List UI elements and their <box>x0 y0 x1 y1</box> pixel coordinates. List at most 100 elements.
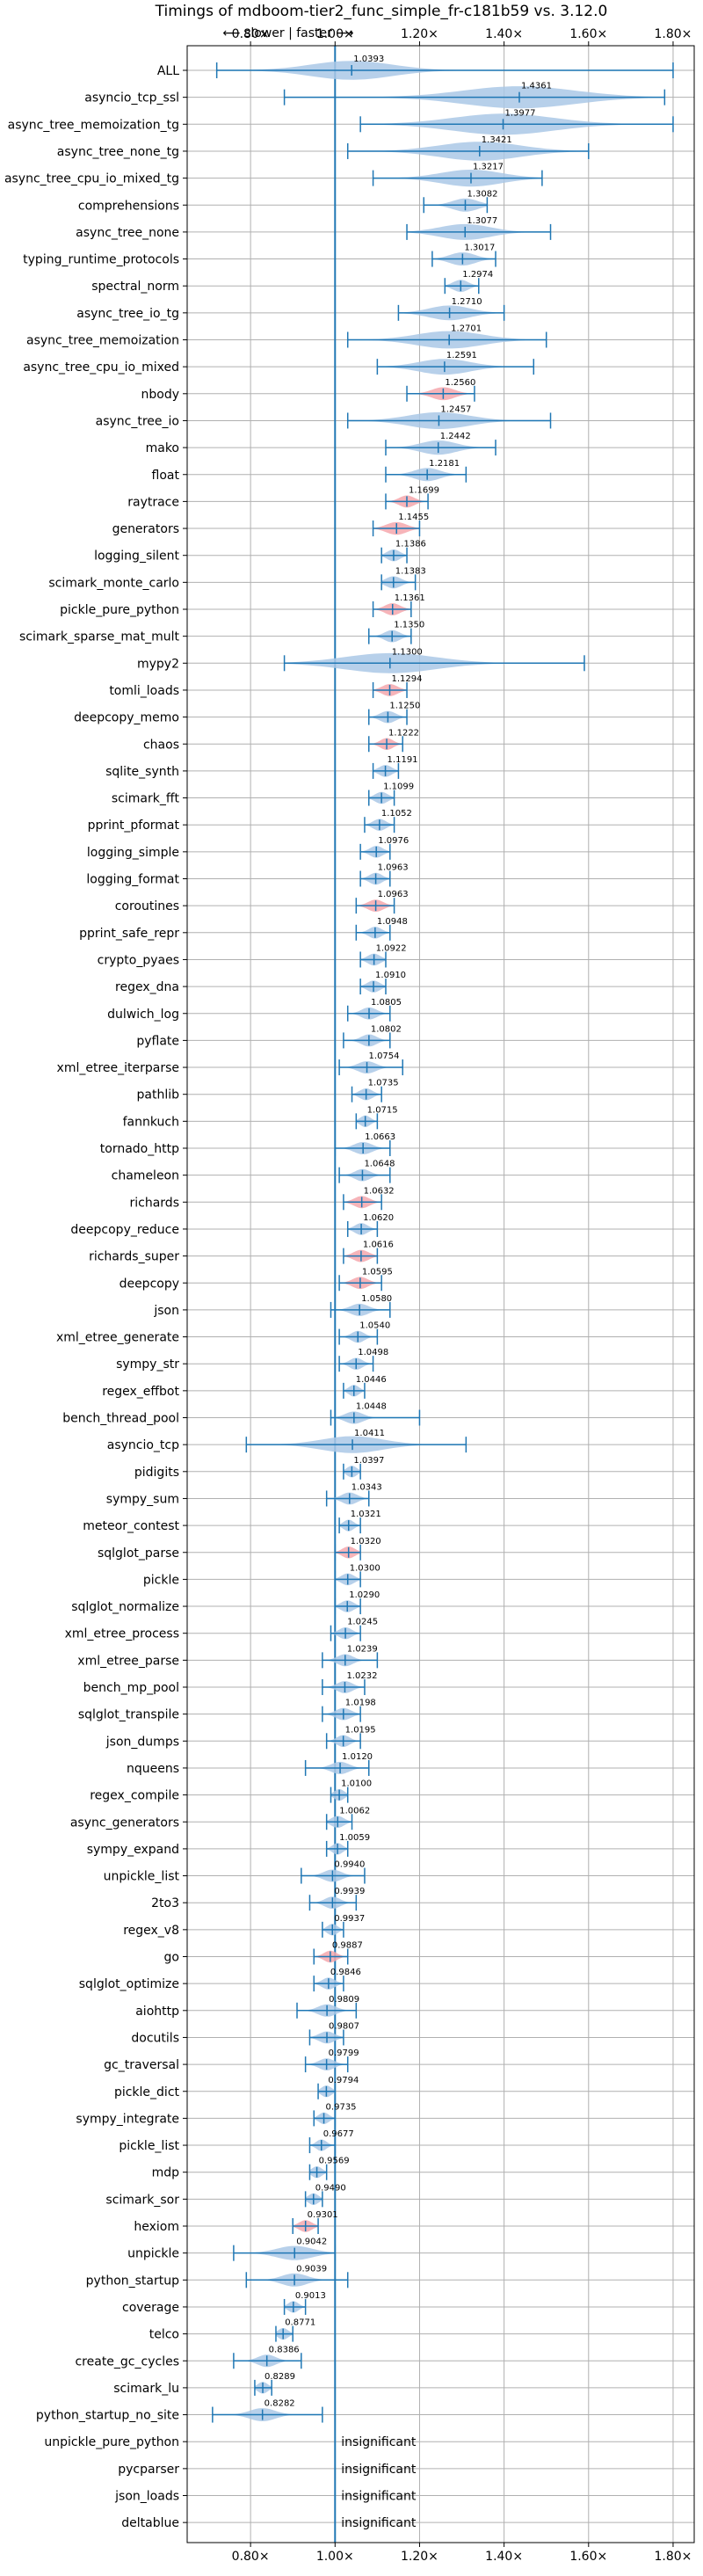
value-label: 1.3082 <box>467 189 497 199</box>
benchmark-label: xml_etree_process <box>65 1627 179 1641</box>
benchmark-label: xml_etree_iterparse <box>57 1061 179 1075</box>
benchmark-label: pathlib <box>137 1088 180 1102</box>
value-label: 0.8771 <box>285 2318 315 2328</box>
benchmark-label: deltablue <box>121 2516 179 2530</box>
value-label: 1.3977 <box>505 108 536 118</box>
value-label: 0.9677 <box>323 2129 354 2139</box>
value-label: 1.0648 <box>364 1160 395 1169</box>
benchmark-label: scimark_sparse_mat_mult <box>19 630 179 644</box>
value-label: 1.3017 <box>464 244 495 253</box>
benchmark-label: sqlglot_parse <box>98 1546 179 1561</box>
benchmark-label: pprint_safe_repr <box>79 927 179 941</box>
benchmark-label: hexiom <box>134 2220 179 2234</box>
value-label: 1.0290 <box>349 1590 380 1600</box>
x-tick-label-top: 1.20× <box>401 27 438 41</box>
benchmark-label: unpickle <box>127 2247 179 2261</box>
value-label: 1.0411 <box>354 1429 385 1438</box>
value-label: 1.1699 <box>409 485 439 495</box>
benchmark-label: unpickle_pure_python <box>44 2435 179 2449</box>
value-label: 1.0397 <box>353 1456 384 1466</box>
benchmark-label: regex_effbot <box>102 1385 179 1399</box>
benchmark-label: bench_mp_pool <box>83 1681 179 1695</box>
value-label: 0.9794 <box>328 2076 359 2085</box>
benchmark-label: pyflate <box>136 1034 179 1048</box>
benchmark-label: bench_thread_pool <box>62 1412 179 1426</box>
value-label: 1.1383 <box>395 566 426 576</box>
benchmark-label: 2to3 <box>151 1896 179 1910</box>
value-label: 1.1361 <box>395 593 425 603</box>
insignificant-label: insignificant <box>341 2516 417 2530</box>
benchmark-label: pprint_pformat <box>88 819 180 833</box>
benchmark-label: tomli_loads <box>109 684 179 698</box>
value-label: 0.8289 <box>265 2372 295 2382</box>
benchmark-label: gc_traversal <box>104 2058 179 2072</box>
x-tick-label-bottom: 0.80× <box>232 2550 270 2564</box>
benchmark-label: asyncio_tcp <box>107 1438 179 1452</box>
insignificant-label: insignificant <box>341 2490 417 2504</box>
benchmark-label: async_tree_io_tg <box>76 307 179 321</box>
value-label: 0.9887 <box>332 1941 363 1951</box>
benchmark-label: sqlite_synth <box>105 765 179 779</box>
benchmark-label: scimark_lu <box>113 2382 179 2396</box>
value-label: 1.0632 <box>364 1186 395 1196</box>
benchmark-label: crypto_pyaes <box>98 953 179 967</box>
value-label: 1.2710 <box>452 297 482 307</box>
benchmark-label: nqueens <box>127 1762 179 1776</box>
benchmark-label: coverage <box>122 2301 179 2315</box>
benchmark-label: meteor_contest <box>83 1519 179 1533</box>
benchmark-label: regex_v8 <box>123 1924 179 1938</box>
value-label: 1.0321 <box>351 1510 381 1519</box>
value-label: 0.9735 <box>326 2102 357 2112</box>
benchmark-label: dulwich_log <box>107 1008 179 1022</box>
benchmark-label: ALL <box>157 64 179 78</box>
benchmark-label: sympy_str <box>116 1357 179 1372</box>
x-tick-label-top: 1.40× <box>485 27 523 41</box>
benchmark-label: generators <box>112 522 179 536</box>
benchmark-label: pickle <box>143 1573 179 1587</box>
label-layer: 0.80× 0.80× 1.00× 1.00× 1.20× 1.20× 1.40× 1.40×… <box>4 27 692 2564</box>
benchmark-label: python_startup <box>86 2274 179 2288</box>
value-label: 1.4361 <box>521 82 552 91</box>
benchmark-label: chameleon <box>112 1169 179 1183</box>
benchmark-label: sympy_sum <box>106 1492 179 1506</box>
benchmark-label: json <box>153 1304 179 1318</box>
x-tick-label-top: 1.00× <box>316 27 354 41</box>
value-label: 1.0343 <box>352 1482 382 1492</box>
value-label: 1.0715 <box>367 1105 398 1115</box>
benchmark-label: pickle_list <box>119 2139 179 2153</box>
value-label: 1.1222 <box>388 728 419 738</box>
value-label: 1.0754 <box>369 1052 400 1061</box>
benchmark-label: coroutines <box>115 899 179 913</box>
value-label: 0.9301 <box>308 2210 338 2220</box>
value-label: 1.0446 <box>356 1375 387 1385</box>
value-label: 0.9569 <box>319 2157 350 2166</box>
value-label: 1.1294 <box>392 674 423 684</box>
value-label: 1.2701 <box>451 324 482 334</box>
x-tick-label-bottom: 1.60× <box>569 2550 607 2564</box>
value-label: 1.0239 <box>347 1644 378 1654</box>
benchmark-label: async_generators <box>70 1816 179 1830</box>
value-label: 1.0540 <box>359 1321 390 1331</box>
benchmark-label: async_tree_memoization <box>26 334 179 348</box>
benchmark-label: async_tree_cpu_io_mixed <box>23 360 179 375</box>
value-label: 0.9937 <box>334 1914 365 1924</box>
benchmark-label: async_tree_none <box>76 226 179 240</box>
benchmark-label: chaos <box>143 738 179 752</box>
x-tick-label-top: 1.60× <box>569 27 607 41</box>
value-label: 1.0393 <box>353 55 384 64</box>
x-tick-label-top: 1.80× <box>655 27 692 41</box>
value-label: 1.0663 <box>365 1132 395 1142</box>
benchmark-label: async_tree_memoization_tg <box>8 118 179 132</box>
benchmark-label: docutils <box>131 2031 179 2045</box>
value-label: 1.3077 <box>467 216 497 226</box>
value-label: 0.9807 <box>329 2021 359 2031</box>
benchmark-label: logging_simple <box>87 846 179 860</box>
benchmark-label: json_dumps <box>105 1735 179 1749</box>
benchmark-label: richards <box>130 1196 180 1210</box>
benchmark-label: richards_super <box>89 1250 179 1264</box>
value-label: 1.2560 <box>445 378 475 388</box>
benchmark-label: xml_etree_generate <box>56 1331 179 1345</box>
benchmark-label: deepcopy <box>120 1277 179 1291</box>
value-label: 1.0910 <box>375 971 406 980</box>
benchmark-label: async_tree_none_tg <box>57 145 179 159</box>
